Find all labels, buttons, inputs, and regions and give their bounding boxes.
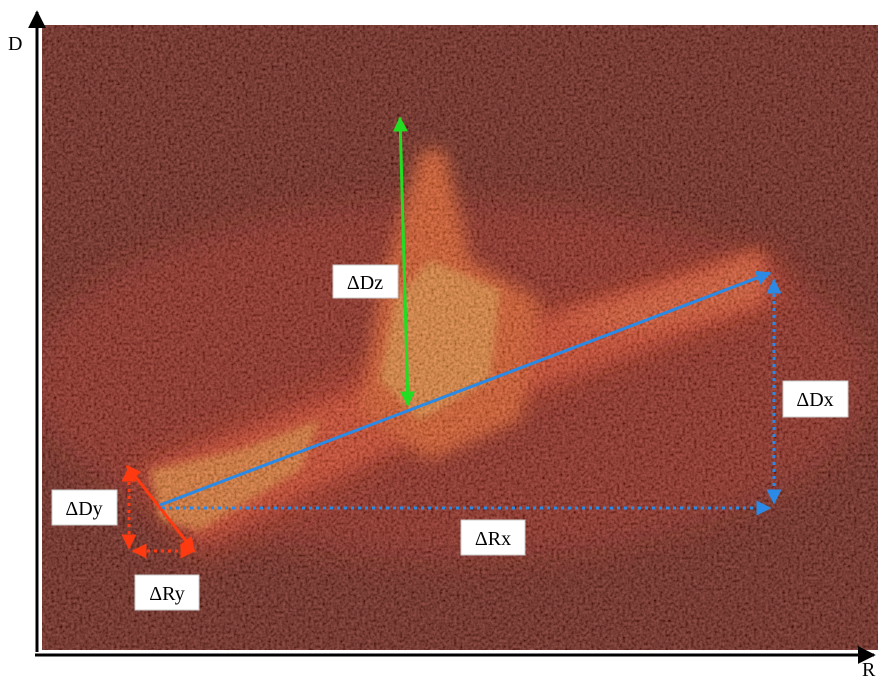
dy-label: ΔDy [65,498,102,520]
radar-image [30,25,878,650]
rx-label: ΔRx [475,528,511,550]
diagram: D R ΔDz ΔDx ΔRx ΔDy ΔRy [0,0,884,682]
ry-label: ΔRy [149,583,184,605]
dz-label: ΔDz [347,272,383,294]
y-axis-label: D [8,33,22,55]
dx-label: ΔDx [796,389,833,411]
x-axis-label: R [862,659,876,681]
